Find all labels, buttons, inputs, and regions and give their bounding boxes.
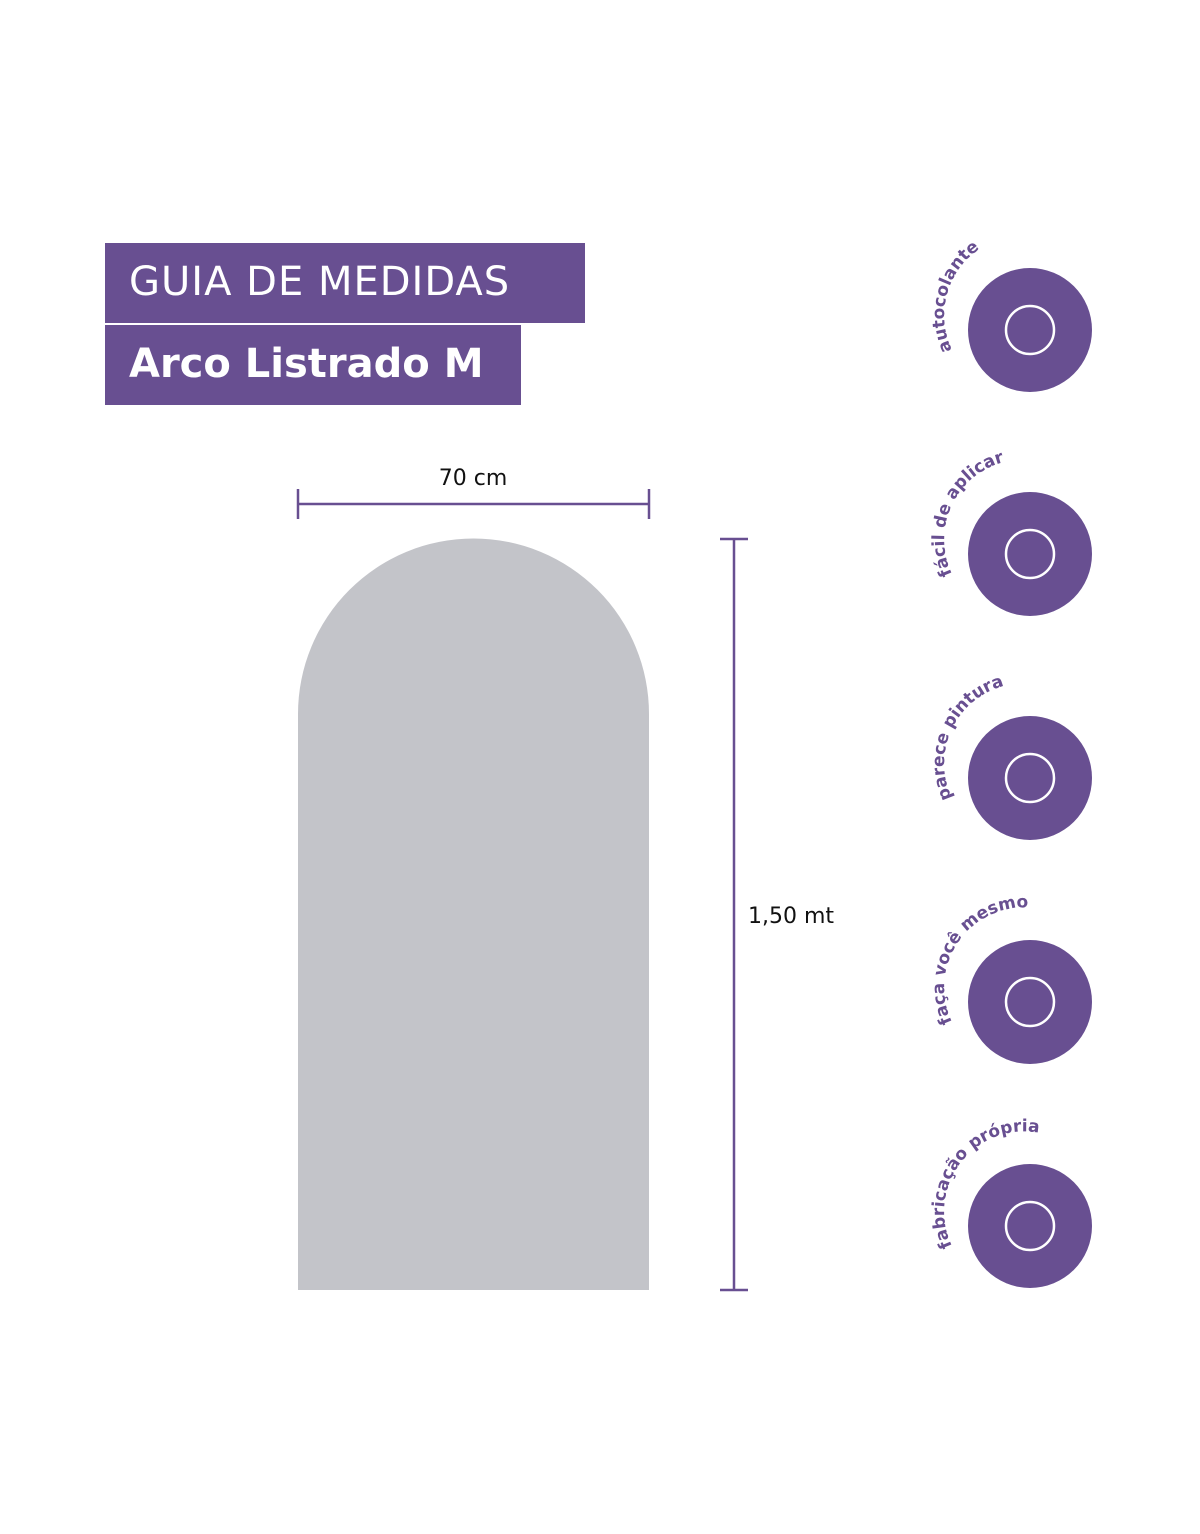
width-label: 70 cm — [439, 466, 508, 491]
badge-circle — [968, 268, 1092, 392]
badge-icon — [1004, 976, 1056, 1028]
badge-icon — [1004, 304, 1056, 356]
badge-icon — [1004, 752, 1056, 804]
badge-circle — [968, 492, 1092, 616]
badge-icon — [1004, 1200, 1056, 1252]
arch — [298, 538, 649, 1290]
product-box: Arco Listrado M — [105, 325, 521, 405]
title: GUIA DE MEDIDAS — [129, 259, 511, 305]
title-box: GUIA DE MEDIDAS — [105, 243, 585, 323]
dimension-lines — [296, 489, 748, 1292]
badge-circle — [968, 1164, 1092, 1288]
badge-circle — [968, 716, 1092, 840]
badge-circle — [968, 940, 1092, 1064]
badge-icon — [1004, 528, 1056, 580]
product-name: Arco Listrado M — [129, 341, 484, 387]
height-label: 1,50 mt — [748, 904, 834, 929]
